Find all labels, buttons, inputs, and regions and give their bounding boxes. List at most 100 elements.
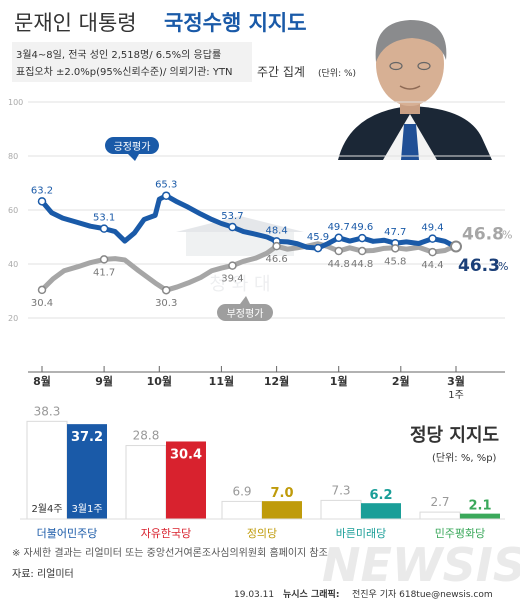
party-name: 바른미래당	[336, 527, 387, 540]
bar-previous	[125, 445, 167, 520]
approval-callout-pointer	[128, 154, 139, 161]
approval-marker	[161, 191, 171, 200]
bar-current-value: 30.4	[170, 447, 202, 462]
bar-current	[166, 441, 206, 519]
disapproval-marker	[161, 285, 171, 295]
info-line1: 3월4~8일, 전국 성인 2,518명/ 6.5%의 응답률	[16, 49, 221, 61]
x-tick-label: 9월	[95, 374, 113, 388]
disapproval-callout	[217, 304, 273, 321]
final-marker	[450, 240, 462, 253]
party-bar-chart: 38.3 37.2 더불어민주당 28.8 30.4 자유한국당 6.9 7.0 정의당 7.3 6…	[20, 404, 505, 540]
party-name: 민주평화당	[435, 527, 486, 540]
bar-current-value: 7.0	[270, 486, 293, 501]
disapproval-marker	[272, 241, 281, 251]
disapproval-data-label: 44.4	[421, 260, 443, 271]
weekly-unit: (단위: %)	[318, 68, 356, 79]
bar-previous-value: 2.7	[430, 495, 449, 509]
disapproval-data-label: 30.4	[31, 298, 53, 309]
approval-line	[39, 193, 459, 251]
final-approval-unit: %	[498, 260, 508, 273]
approval-data-label: 65.3	[155, 180, 177, 191]
bar-previous-value: 28.8	[133, 429, 160, 443]
series-previous-label: 2월4주	[31, 503, 62, 515]
party-name: 자유한국당	[141, 527, 192, 540]
bar-current-value: 37.2	[71, 430, 103, 445]
x-tick-label: 11월	[209, 374, 234, 388]
x-tick-sublabel: 1주	[448, 390, 464, 401]
disapproval-callout-label: 부정평가	[227, 308, 264, 320]
weekly-label: 주간 집계	[257, 65, 305, 79]
disapproval-marker	[228, 261, 237, 270]
credit-label: 뉴시스 그래픽:	[283, 588, 339, 600]
disapproval-marker	[334, 246, 343, 256]
disapproval-marker	[357, 246, 367, 256]
approval-data-label: 47.7	[384, 227, 406, 238]
approval-marker	[334, 233, 343, 243]
bar-current	[460, 513, 500, 519]
title-light: 문재인 대통령	[14, 11, 137, 35]
approval-line-chart: 20 40 60 80 100 8월 9월 10월 11월 12월 1월 2월 3월 1주 63.2 53.1…	[8, 98, 512, 401]
president-portrait-icon	[338, 20, 492, 160]
watermark-text: 청 와 대	[209, 274, 270, 295]
footnote: ※ 자세한 결과는 리얼미터 또는 중앙선거여론조사심의위원회 홈페이지 참조	[12, 546, 328, 559]
disapproval-marker	[391, 244, 400, 253]
bar-previous	[320, 499, 362, 520]
approval-marker	[313, 243, 323, 253]
approval-data-label: 53.1	[93, 213, 115, 224]
title-bold: 국정수행 지지도	[164, 11, 307, 35]
approval-data-label: 45.9	[307, 232, 329, 243]
series-current-label: 3월1주	[71, 503, 102, 515]
source: 자료: 리얼미터	[12, 568, 74, 580]
y-tick-label: 100	[8, 98, 23, 107]
x-tick-label: 10월	[147, 374, 172, 388]
x-tick-label: 3월	[447, 374, 465, 388]
disapproval-data-label: 30.3	[155, 298, 177, 309]
bar-current	[67, 424, 107, 519]
bar-previous-value: 7.3	[331, 483, 350, 497]
party-name: 더불어민주당	[37, 527, 98, 540]
approval-marker	[428, 234, 437, 243]
approval-data-label: 49.7	[328, 222, 350, 233]
disapproval-data-label: 45.8	[384, 256, 406, 267]
approval-data-label: 48.4	[265, 225, 287, 236]
info-line2: 표집오차 ±2.0%p(95%신뢰수준)/ 의뢰기관: YTN	[16, 66, 233, 78]
disapproval-marker	[37, 285, 47, 295]
party-name: 정의당	[247, 527, 277, 540]
bar-previous	[221, 500, 263, 520]
bar-previous	[419, 511, 461, 520]
party-chart-title: 정당 지지도	[410, 425, 499, 446]
x-tick-label: 1월	[330, 374, 348, 388]
approval-data-label: 49.6	[351, 222, 373, 233]
disapproval-callout-pointer	[240, 296, 250, 304]
approval-marker	[357, 233, 367, 243]
bar-current-value: 6.2	[369, 488, 392, 503]
bar-previous-value: 6.9	[232, 484, 251, 498]
y-tick-label: 80	[8, 152, 18, 161]
approval-data-label: 63.2	[31, 185, 53, 196]
y-tick-label: 40	[8, 260, 18, 269]
party-chart-unit: (단위: %, %p)	[432, 451, 497, 464]
info-box	[12, 42, 252, 82]
disapproval-marker	[428, 247, 437, 257]
x-tick-label: 8월	[33, 374, 51, 388]
credit-name: 전진우 기자 618tue@newsis.com	[352, 589, 493, 600]
disapproval-data-label: 41.7	[93, 267, 115, 278]
disapproval-line	[39, 241, 459, 293]
approval-callout-label: 긍정평가	[114, 141, 151, 153]
bar-current-value: 2.1	[468, 499, 491, 514]
bar-current	[361, 503, 401, 519]
disapproval-data-label: 44.8	[351, 259, 373, 270]
credit-date: 19.03.11	[234, 590, 274, 600]
x-tick-label: 12월	[264, 374, 289, 388]
final-approval-value: 46.3	[458, 256, 500, 276]
x-tick-label: 2월	[392, 374, 410, 388]
final-disapproval-value: 46.8	[462, 225, 504, 245]
disapproval-marker	[99, 255, 109, 264]
approval-callout	[105, 137, 159, 154]
disapproval-data-label: 46.6	[265, 254, 287, 265]
approval-marker	[228, 222, 237, 232]
disapproval-data-label: 39.4	[221, 274, 243, 285]
newsis-logo: NEWSIS	[322, 538, 520, 592]
